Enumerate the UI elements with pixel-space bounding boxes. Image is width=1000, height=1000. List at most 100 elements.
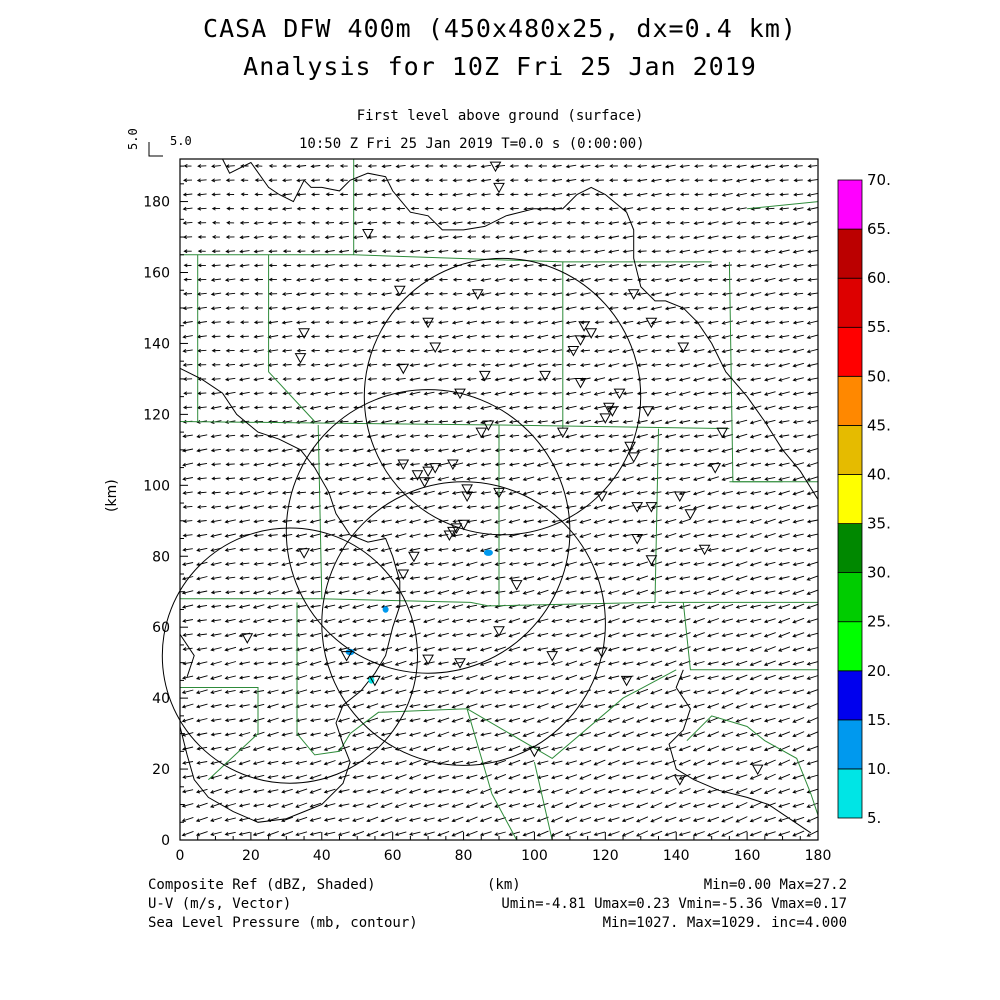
radar-ring-0 [363,257,642,536]
wind-vectors [181,163,819,837]
colorbar-label: 60. [867,269,891,287]
station-marker [397,363,410,375]
station-marker [397,459,410,471]
station-marker [642,406,654,417]
station-marker [408,551,420,563]
footer-contour-field: Sea Level Pressure (mb, contour) [148,915,418,931]
colorbar-label: 30. [867,564,891,582]
station-marker [443,530,456,542]
y-tick-label: 140 [143,336,170,352]
station-marker [751,764,764,776]
station-marker [461,484,473,495]
y-tick-label: 0 [161,833,170,849]
colorbar-label: 45. [867,416,891,434]
station-marker [546,651,559,662]
pressure-contours [179,158,819,834]
vector-key-icon [148,142,163,157]
x-tick-label: 180 [805,848,832,864]
radar-range-rings [161,257,642,784]
station-marker [450,523,463,534]
y-tick-label: 80 [152,549,170,565]
pressure-contour-3 [179,634,195,677]
colorbar-label: 35. [867,515,891,533]
station-marker [627,289,640,300]
station-marker [298,548,310,559]
station-marker [241,633,254,644]
station-marker [493,487,505,499]
vector-key-label: 5.0 [170,134,192,148]
wind-vector-field [181,163,819,837]
x-tick-label: 160 [734,848,761,864]
station-marker [471,289,484,300]
county-line-13 [296,602,493,795]
radar-ring-2 [161,527,418,784]
station-marker [624,441,636,453]
y-tick-label: 100 [143,478,170,494]
x-tick-label: 60 [384,848,402,864]
colorbar-swatch [837,670,863,721]
station-marker [673,491,686,503]
station-marker [298,328,310,339]
station-marker [631,534,644,545]
county-line-18 [686,715,819,816]
station-marker [340,651,353,662]
station-marker [684,509,697,520]
station-marker [595,647,608,659]
station-marker [478,370,491,382]
station-marker [510,580,523,591]
station-marker [645,555,658,566]
x-tick-label: 20 [242,848,260,864]
x-tick-label: 140 [663,848,690,864]
county-line-16 [491,793,518,841]
station-marker [556,427,569,439]
station-marker [673,775,686,786]
station-marker [422,466,434,478]
station-marker [454,388,466,400]
x-axis-ticks: 0 20 40 60 80 100 120 140 160 180 [176,832,832,864]
colorbar-swatch [837,179,863,230]
y-tick-label: 160 [143,266,170,282]
colorbar: 5. 10. 15. 20. 25. 30. 35. 40. 45. 50. 55. 60. 65. 70… [837,171,891,827]
station-marker [698,544,711,556]
colorbar-swatch [837,228,863,279]
footer-vector-range: Umin=-4.81 Umax=0.23 Vmin=-5.36 Vmax=0.1… [501,896,847,912]
pressure-contour-2 [668,669,812,834]
y-tick-label: 20 [152,762,170,778]
station-markers [241,161,764,786]
x-tick-label: 80 [455,848,473,864]
colorbar-swatch [837,719,863,770]
pressure-contour-0 [222,158,819,500]
colorbar-swatch [837,424,863,475]
pressure-contour-1 [179,367,401,823]
station-marker [475,427,488,439]
x-tick-label: 40 [313,848,331,864]
station-marker [595,491,608,503]
radar-ring-1 [285,389,571,674]
plot-subtitle: Analysis for 10Z Fri 25 Jan 2019 [243,52,757,81]
county-line-7 [321,428,659,607]
station-marker [677,342,690,354]
colorbar-label: 55. [867,318,891,336]
y-tick-label: 60 [152,620,170,636]
y-tick-label: 180 [143,195,170,211]
colorbar-swatch [837,621,863,672]
station-marker [716,427,729,439]
colorbar-label: 50. [867,367,891,385]
colorbar-swatch [837,277,863,328]
station-marker [493,182,505,194]
station-marker [457,519,470,531]
station-marker [362,229,374,240]
station-marker [461,491,473,503]
station-marker [393,285,406,297]
station-marker [631,502,644,513]
station-marker [709,463,722,474]
county-line-19 [747,201,819,210]
colorbar-label: 10. [867,760,891,778]
station-marker [613,388,626,400]
colorbar-swatch [837,768,863,819]
colorbar-swatch [837,375,863,426]
colorbar-swatch [837,326,863,377]
station-marker [489,161,502,173]
station-marker [482,420,495,432]
